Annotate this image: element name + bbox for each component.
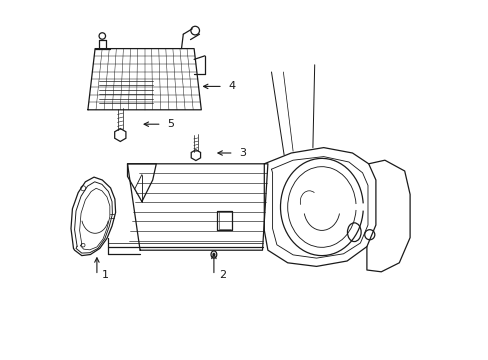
Text: 2: 2 [219,270,226,280]
Text: 1: 1 [102,270,109,280]
Ellipse shape [212,253,215,256]
Text: 3: 3 [239,148,245,158]
Text: 5: 5 [167,119,174,129]
Text: 4: 4 [228,81,235,91]
